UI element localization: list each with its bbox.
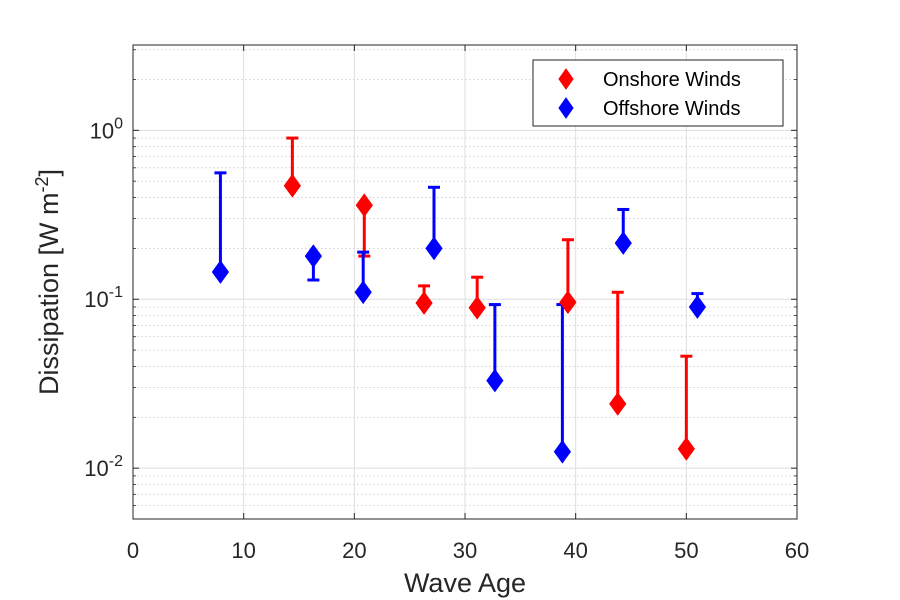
offshore-winds-marker <box>553 439 572 464</box>
x-tick-label: 40 <box>563 538 587 563</box>
offshore-winds-marker <box>486 368 504 393</box>
y-axis-label-main: Dissipation [W m <box>34 192 64 395</box>
y-axis-label-close: ] <box>34 169 64 177</box>
y-axis-label: Dissipation [W m-2] <box>32 169 64 395</box>
x-tick-label: 20 <box>342 538 366 563</box>
x-tick-label: 50 <box>674 538 698 563</box>
x-tick-label: 60 <box>785 538 809 563</box>
legend-marker-onshore-winds <box>558 68 574 90</box>
legend: Onshore Winds Offshore Winds <box>532 59 784 127</box>
x-axis-label: Wave Age <box>404 568 526 598</box>
x-tick-label: 0 <box>127 538 139 563</box>
x-tick-label: 30 <box>453 538 477 563</box>
legend-box <box>532 59 784 127</box>
legend-label-onshore-winds: Onshore Winds <box>603 69 741 91</box>
onshore-winds-marker <box>559 290 577 315</box>
y-axis-label-exponent: -2 <box>32 176 52 192</box>
onshore-winds-marker <box>415 291 433 315</box>
y-tick-base: 10 <box>90 118 114 143</box>
onshore-winds-marker <box>468 295 486 320</box>
onshore-winds-marker <box>355 193 373 218</box>
y-tick-base: 10 <box>84 287 108 312</box>
onshore-winds-marker <box>283 173 301 198</box>
y-tick-label: 10-2 <box>84 453 123 481</box>
x-tick-label: 10 <box>231 538 255 563</box>
y-tick-base: 10 <box>84 456 108 481</box>
y-tick-exponent: 0 <box>114 115 123 132</box>
offshore-winds-marker <box>614 231 632 255</box>
offshore-winds-marker <box>688 295 707 319</box>
y-tick-label: 10-1 <box>84 284 123 312</box>
offshore-winds-marker <box>354 280 372 305</box>
data-markers <box>211 173 707 464</box>
offshore-winds-marker <box>304 244 323 268</box>
onshore-winds-marker <box>609 392 627 416</box>
y-tick-exponent: -2 <box>109 453 123 470</box>
legend-label-offshore-winds: Offshore Winds <box>603 98 740 120</box>
legend-marker-offshore-winds <box>558 97 574 119</box>
y-tick-exponent: -1 <box>109 284 123 301</box>
offshore-winds-marker <box>425 236 443 261</box>
offshore-winds-marker <box>211 260 230 284</box>
onshore-winds-marker <box>677 437 695 461</box>
y-tick-label: 100 <box>90 115 123 143</box>
